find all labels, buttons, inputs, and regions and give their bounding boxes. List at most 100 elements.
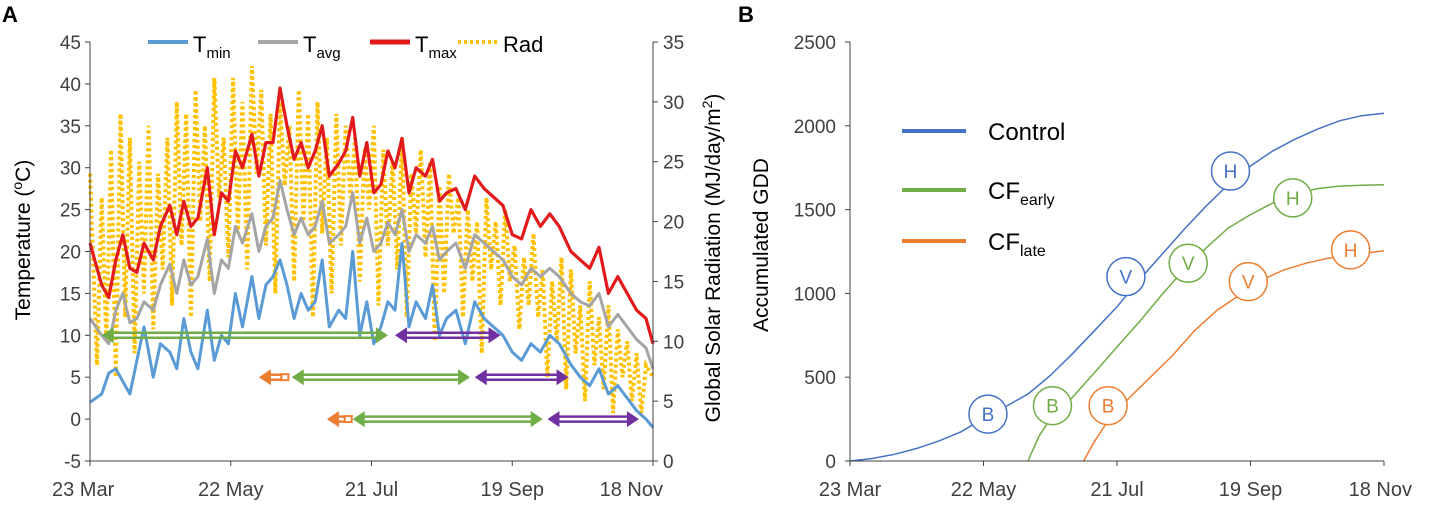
arrow-head-left [258,369,271,386]
panel-a-y2-axis-label: Global Solar Radiation (MJ/day/m2) [699,94,725,423]
y-tick-label: 20 [60,243,81,264]
y-tick-label: 1500 [794,201,836,222]
harvest-period-arrow [394,327,501,344]
stage-marker-h: H [1330,230,1371,270]
y-tick-label: 25 [60,201,81,222]
arrow-head-left [326,411,339,428]
stage-marker-b: B [1032,385,1073,426]
legend-label: Control [988,119,1065,146]
stage-marker-circle [1106,256,1146,297]
arrow-head-left [394,327,407,344]
legend-label-base: Rad [503,32,543,57]
legend-label-subscript: late [1020,243,1046,260]
legend-item-tmin: Tmin [148,32,231,62]
panel-a-y-axis-label: Temperature (oC) [9,160,35,321]
stage-marker-b: B [968,394,1008,434]
stage-marker-h: H [1210,151,1251,191]
y-tick-label: 1000 [794,284,836,305]
stage-marker-circle [1032,385,1073,426]
control-series-line [849,112,1385,462]
stage-marker-circle [1168,243,1208,283]
x-tick-label: 21 Jul [345,479,398,501]
legend-item-tmax: Tmax [370,32,457,62]
legend-label-subscript: max [428,45,457,62]
legend-item-cflate: CFlate [902,229,1046,260]
y-label-part-1: Temperature ( [12,190,35,321]
early-period-arrow [326,411,353,428]
stage-marker-label: V [1120,268,1133,289]
panel-b-label: B [738,2,754,27]
legend-label-base: T [415,32,428,57]
legend-label-base: CF [988,178,1020,205]
arrow-head-left [474,369,487,386]
panel-a-legend: Tmin Tavg Tmax Rad [148,32,543,62]
y2-label-part-3: ) [702,94,725,101]
stage-marker-h: H [1273,178,1313,218]
y-tick-label: 30 [60,159,81,180]
stage-marker-group: B V H B V H B V H [968,151,1371,434]
y-tick-label: -5 [64,452,81,473]
harvest-period-arrow [547,411,639,428]
stage-marker-v: V [1228,261,1269,302]
y2-tick-label: 15 [663,272,684,293]
legend-label: CFlate [988,229,1046,260]
legend-item-rad: Rad [458,32,543,57]
arrow-head-right [626,411,639,428]
arrow-head-right [530,411,543,428]
arrow-head-right [556,369,569,386]
arrow-head-left [352,411,365,428]
arrow-head-right [488,327,501,344]
stage-marker-circle [1228,261,1269,302]
y2-tick-label: 30 [663,93,684,114]
y-tick-label: 10 [60,326,81,347]
panel-a: A -5 0 5 10 15 20 25 30 35 40 45 0 5 10 15 20 25 30 35 23 M… [2,2,725,501]
y-tick-label: 15 [60,284,81,305]
x-tick-label: 19 Sep [1219,479,1282,501]
y2-tick-label: 0 [663,452,674,473]
early-period-arrow [258,369,290,386]
legend-label-subscript: avg [316,45,340,62]
x-tick-label: 22 May [951,479,1017,501]
y2-tick-label: 20 [663,213,684,234]
y2-tick-label: 25 [663,153,684,174]
arrow-head-left [101,327,114,344]
y-tick-label: 45 [60,33,81,54]
legend-label-base: T [303,32,316,57]
panel-b-y-axis-label: Accumulated GDD [750,158,773,332]
legend-item-tavg: Tavg [258,32,341,62]
stage-marker-label: H [1224,162,1238,183]
x-tick-label: 21 Jul [1090,479,1143,501]
x-tick-label: 22 May [198,479,264,501]
y2-tick-label: 10 [663,332,684,353]
y-tick-label: 0 [825,452,836,473]
x-tick-label: 18 Nov [600,479,663,501]
stage-marker-circle [1210,151,1251,191]
arrow-head-right [458,369,471,386]
stage-marker-label: V [1242,273,1255,294]
arrow-group [101,327,639,428]
stage-marker-label: B [982,405,995,426]
cf-period-arrow [101,327,388,344]
arrow-head-right [375,327,388,344]
arrow-head-left [547,411,560,428]
stage-marker-circle [1273,178,1313,218]
x-tick-label: 23 Mar [819,479,882,501]
legend-label: CFearly [988,178,1055,209]
legend-label-subscript: early [1020,192,1055,209]
panel-a-axes: -5 0 5 10 15 20 25 30 35 40 45 0 5 10 15 20 25 30 35 23 Mar… [52,33,684,501]
y-tick-label: 500 [804,368,836,389]
cfearly-series-line [1027,184,1385,462]
y-label-superscript: o [9,182,25,190]
y-tick-label: 5 [70,368,81,389]
legend-item-cfearly: CFearly [902,178,1055,209]
y-label-part-3: C) [12,160,35,182]
y-tick-label: 40 [60,75,81,96]
arrow-head-left [291,369,304,386]
y-tick-label: 0 [70,410,81,431]
stage-marker-circle [1330,230,1371,270]
legend-label-base: T [193,32,206,57]
stage-marker-circle [1088,385,1128,426]
